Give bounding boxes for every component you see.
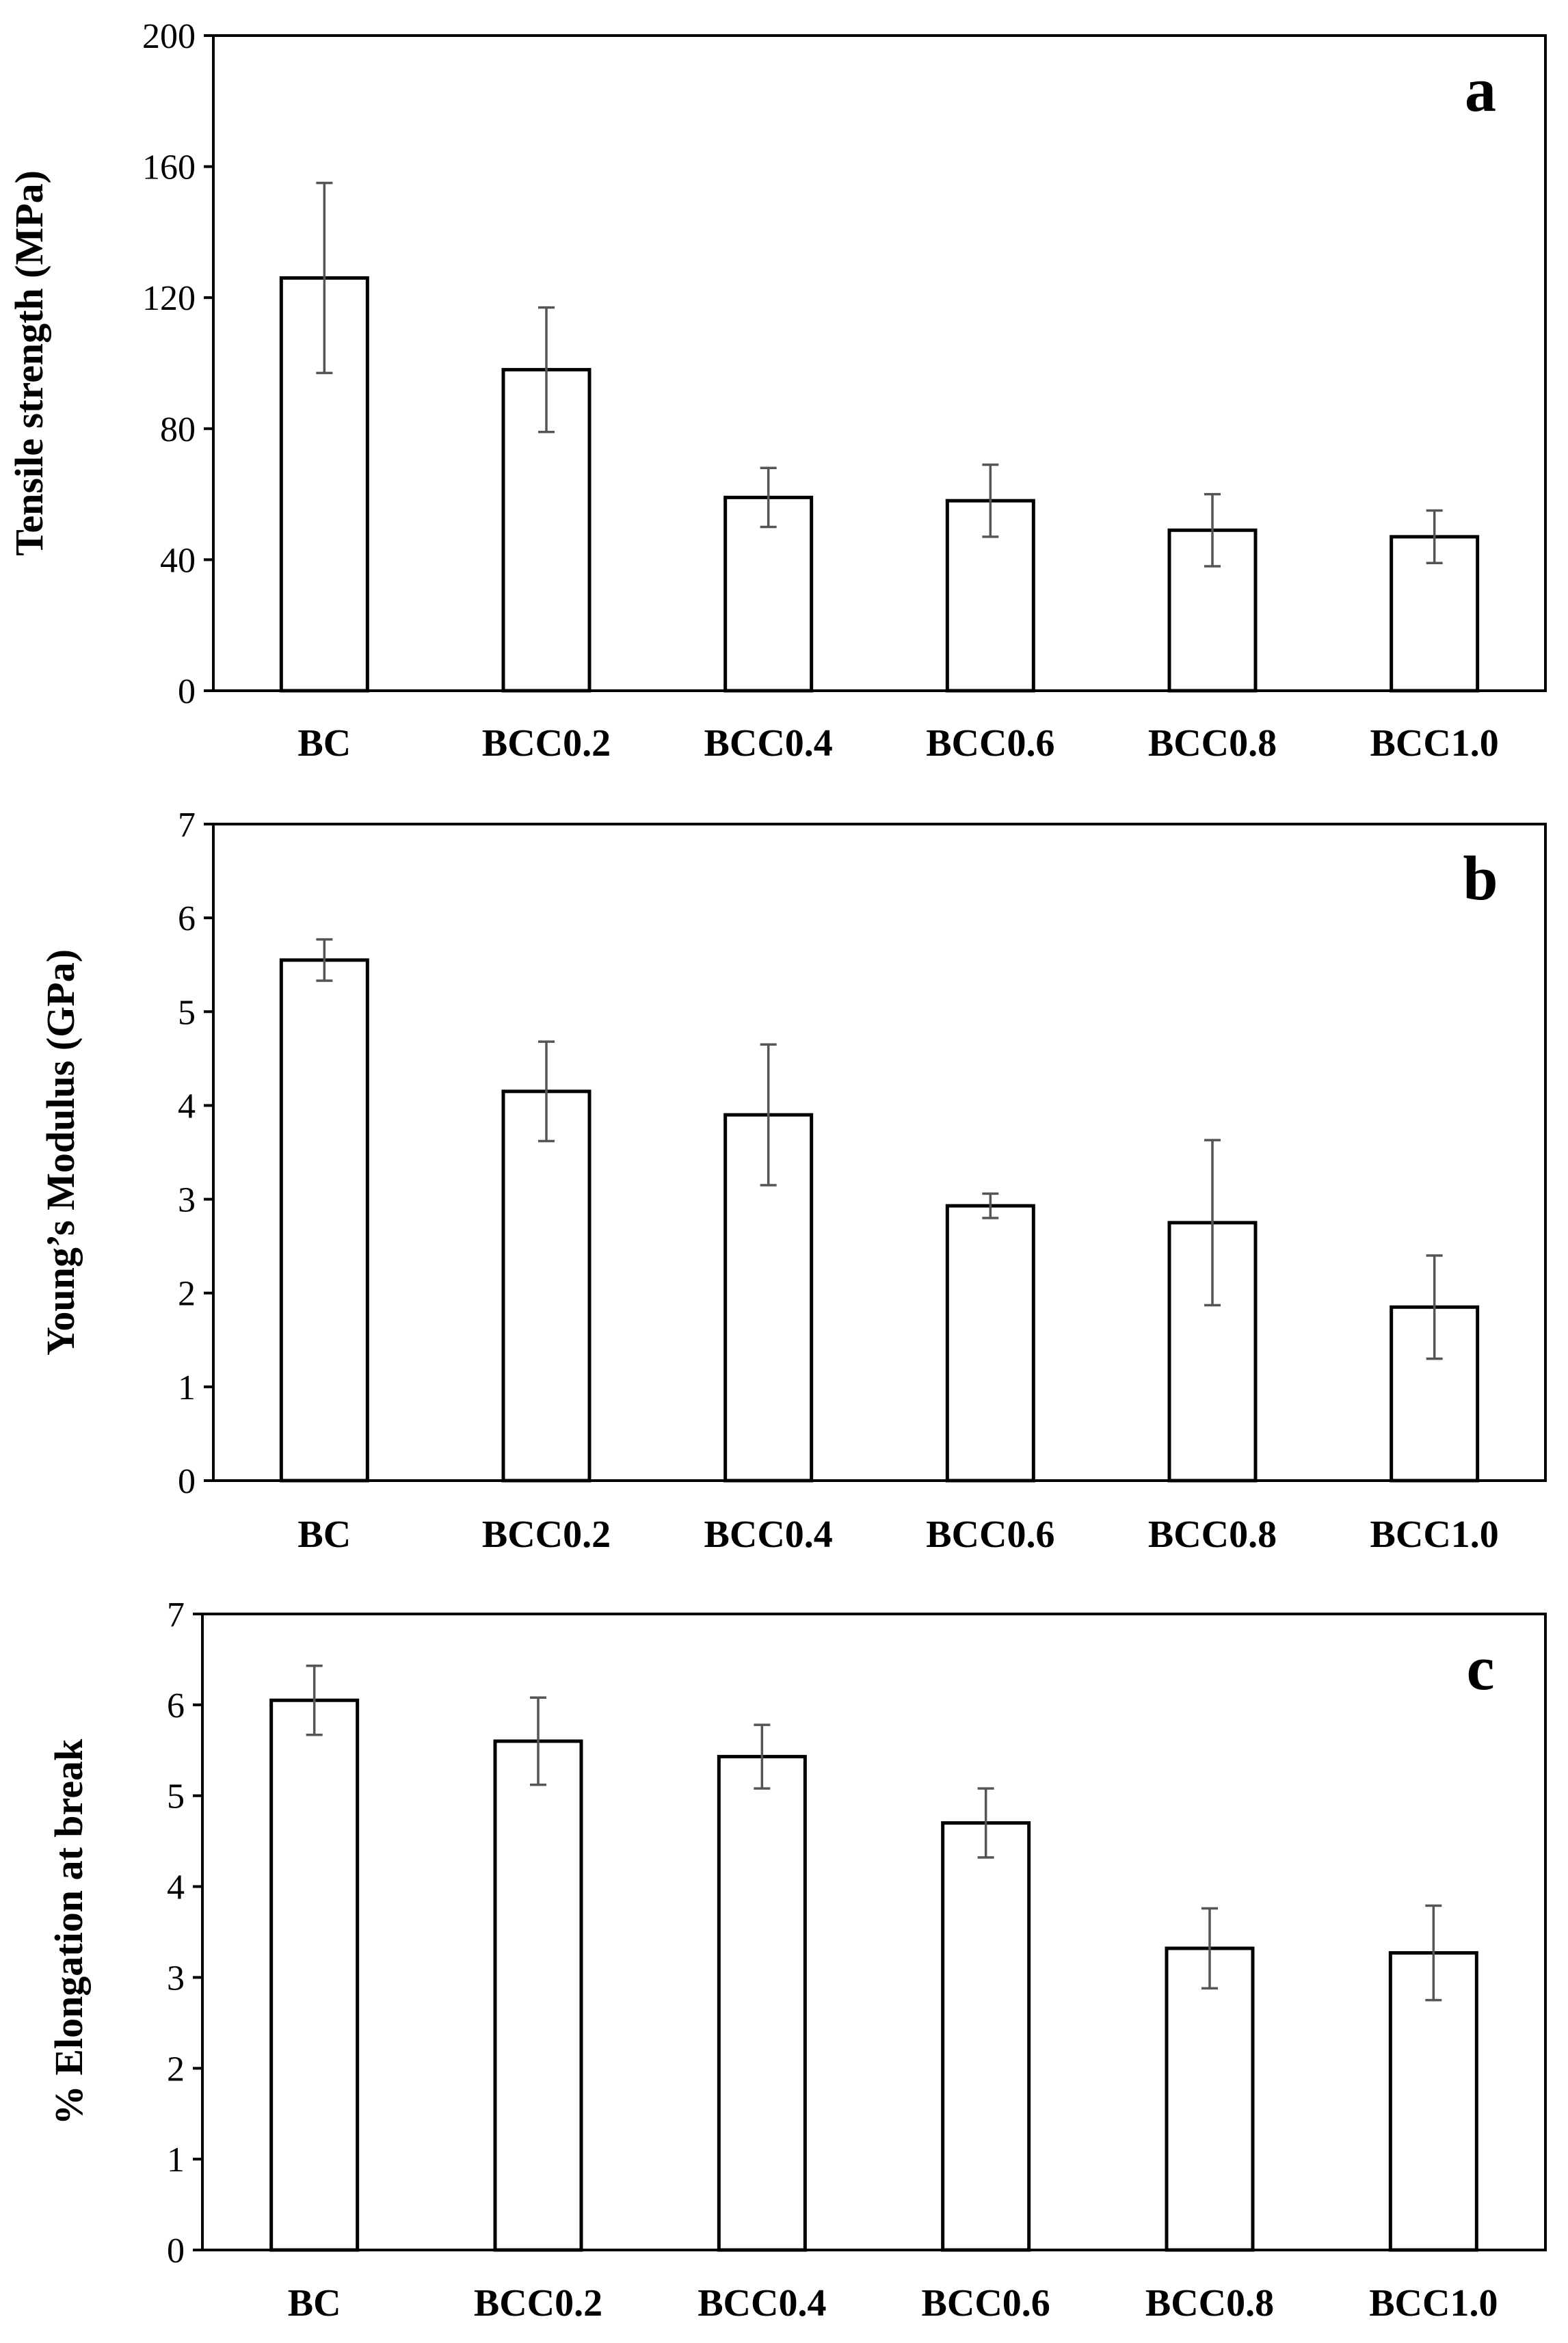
error-bar — [316, 938, 333, 982]
x-tick-label: BCC0.8 — [1148, 722, 1277, 765]
panel-letter: c — [1467, 1633, 1495, 1703]
error-bar — [754, 1723, 771, 1790]
error-bar — [1425, 1904, 1442, 2002]
x-tick-label: BC — [297, 722, 351, 765]
bar-bc — [269, 1698, 360, 2252]
y-tick-label: 5 — [178, 993, 196, 1032]
error-bar — [760, 466, 777, 529]
error-bar — [1426, 1254, 1443, 1360]
error-bar — [977, 1787, 994, 1859]
y-axis-label: Young’s Modulus (GPa) — [38, 949, 83, 1355]
bar-bcc0-6 — [941, 1821, 1031, 2252]
error-bar — [982, 463, 999, 538]
y-tick-label: 7 — [178, 806, 196, 845]
x-tick-label: BCC0.2 — [482, 722, 611, 765]
y-tick-label: 40 — [160, 541, 196, 580]
y-tick-label: 6 — [178, 899, 196, 938]
panel-letter: a — [1465, 55, 1496, 124]
x-tick-label: BCC0.4 — [704, 722, 833, 765]
error-bar — [316, 181, 333, 375]
bar-bcc0-6 — [945, 1204, 1035, 1483]
error-bar — [1426, 509, 1443, 564]
y-tick-label: 3 — [167, 1959, 185, 1998]
error-bar — [538, 1040, 555, 1143]
error-bar — [1204, 492, 1221, 568]
y-axis-label: Tensile strength (MPa) — [7, 170, 51, 556]
y-tick-label: 200 — [142, 17, 196, 56]
bar-bc — [279, 958, 369, 1483]
x-tick-label: BCC0.6 — [926, 722, 1054, 765]
x-tick-label: BCC0.6 — [926, 1513, 1054, 1556]
y-tick-label: 0 — [167, 2232, 185, 2271]
plot-frame — [212, 34, 1547, 692]
y-tick-label: 0 — [178, 672, 196, 711]
x-tick-label: BCC1.0 — [1369, 2282, 1498, 2325]
x-tick-label: BCC1.0 — [1370, 722, 1499, 765]
chart-panel-b: 0 1 2 3 4 5 6 7 BC BCC0.2 BCC0.4 BCC0.6 BCC0.8 BCC1.0… — [38, 806, 1547, 1556]
y-tick-label: 3 — [178, 1181, 196, 1220]
error-bar — [982, 1192, 999, 1219]
x-tick-label: BC — [288, 2282, 341, 2325]
bar-bcc0-8 — [1165, 1946, 1255, 2252]
y-tick-label: 0 — [178, 1462, 196, 1501]
y-tick-label: 4 — [178, 1087, 196, 1126]
x-tick-label: BCC1.0 — [1370, 1513, 1499, 1556]
x-tick-label: BCC0.4 — [704, 1513, 833, 1556]
bar-bcc0-2 — [501, 1089, 592, 1483]
y-tick-label: 2 — [178, 1275, 196, 1314]
bar-bcc1-0 — [1388, 1951, 1478, 2252]
error-bar — [1201, 1907, 1218, 1990]
plot-frame — [212, 823, 1547, 1482]
y-tick-label: 80 — [160, 410, 196, 449]
x-tick-label: BCC0.8 — [1145, 2282, 1274, 2325]
y-tick-label: 2 — [167, 2050, 185, 2089]
error-bar — [538, 306, 555, 434]
x-tick-label: BCC0.8 — [1148, 1513, 1277, 1556]
x-tick-label: BCC0.6 — [922, 2282, 1050, 2325]
y-tick-label: 6 — [167, 1686, 185, 1725]
x-tick-label: BCC0.2 — [474, 2282, 602, 2325]
plot-frame — [201, 1613, 1547, 2251]
x-tick-label: BCC0.2 — [482, 1513, 611, 1556]
x-tick-label: BCC0.4 — [697, 2282, 826, 2325]
chart-panel-a: 0 40 80 120 160 200 BC BCC0.2 BCC0.4 BCC0.6 BCC0.8… — [7, 17, 1547, 765]
y-tick-label: 7 — [167, 1596, 185, 1634]
error-bar — [760, 1043, 777, 1187]
bar-bcc0-2 — [493, 1739, 583, 2252]
y-axis-label: % Elongation at break — [46, 1738, 91, 2125]
y-tick-label: 1 — [178, 1368, 196, 1407]
x-tick-label: BC — [297, 1513, 351, 1556]
error-bar — [1204, 1139, 1221, 1307]
y-tick-label: 1 — [167, 2141, 185, 2180]
error-bar — [530, 1696, 546, 1786]
bar-bcc0-4 — [717, 1755, 807, 2252]
y-tick-label: 160 — [142, 148, 196, 187]
y-tick-label: 4 — [167, 1868, 185, 1907]
error-bar — [306, 1664, 323, 1736]
panel-letter: b — [1463, 843, 1498, 913]
y-tick-label: 120 — [142, 279, 196, 318]
chart-panel-c: 0 1 2 3 4 5 6 7 BC BCC0.2 BCC0.4 BCC0.6 BCC0.8 BCC1.0… — [46, 1596, 1547, 2325]
y-tick-label: 5 — [167, 1777, 185, 1816]
